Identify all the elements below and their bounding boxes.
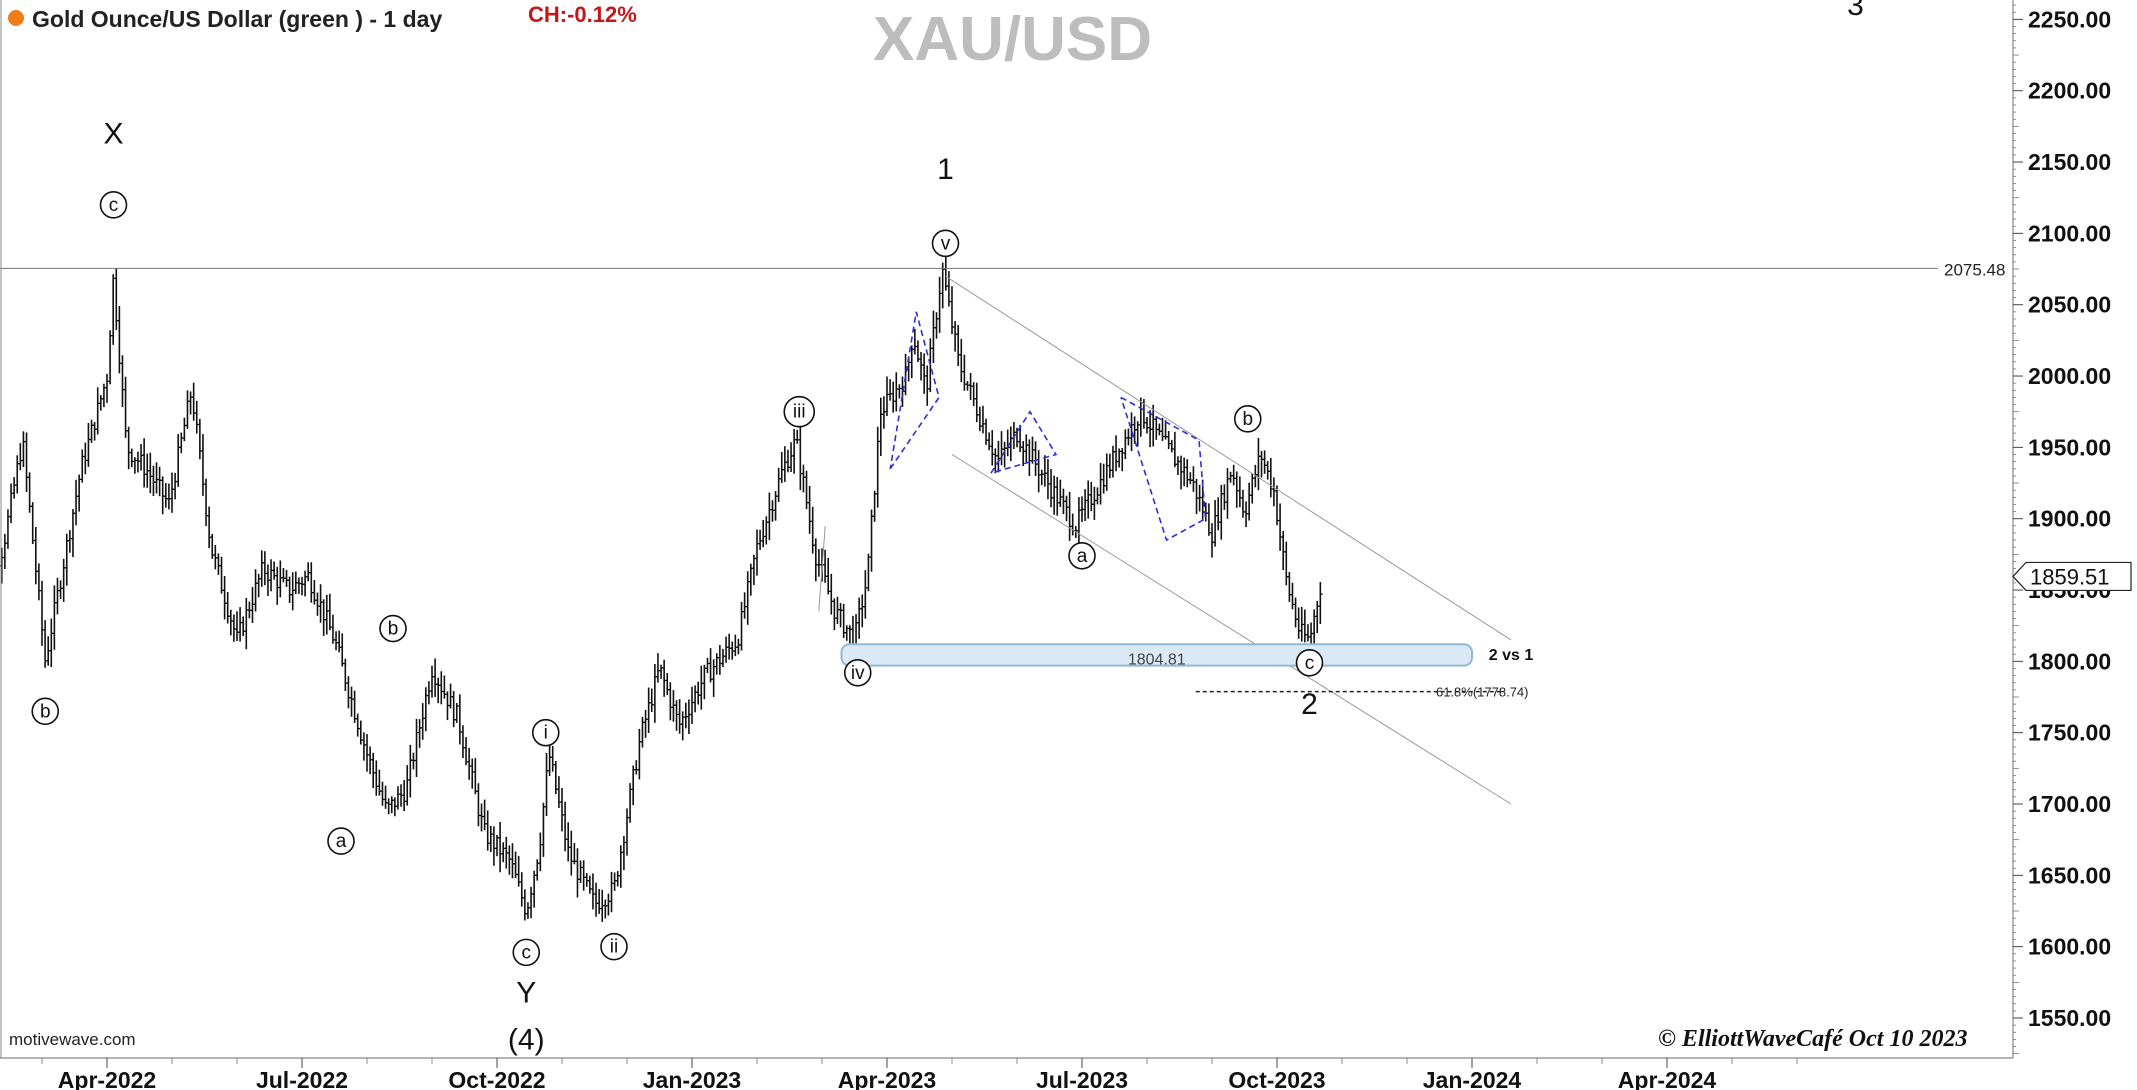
instrument-header: Gold Ounce/US Dollar (green ) - 1 day (8, 6, 442, 33)
y-tick-label: 2100.00 (2028, 220, 2111, 246)
wave-label-text: Y (516, 976, 536, 1009)
x-tick-label: Jan-2023 (643, 1067, 741, 1090)
y-tick-label: 1900.00 (2028, 506, 2111, 532)
wave-label-circle (783, 395, 816, 428)
wave-label-circle (31, 697, 60, 726)
x-tick-label: Jul-2023 (1036, 1067, 1128, 1090)
x-tick-label: Apr-2022 (58, 1067, 156, 1090)
wave-label-text: iv (851, 663, 865, 684)
x-tick-label: Oct-2022 (448, 1067, 545, 1090)
wave-label-text: 1 (937, 153, 954, 186)
instrument-title: Gold Ounce/US Dollar (green ) - 1 day (32, 6, 443, 32)
wave-label-circle (99, 191, 128, 219)
ohlc-bars (0, 254, 1323, 922)
y-tick-label: 1700.00 (2028, 791, 2111, 817)
y-tick-label: 2250.00 (2028, 6, 2111, 32)
wave-label-circle (1233, 405, 1262, 433)
wave-label-circle (1295, 648, 1324, 677)
wave-label-circle (512, 938, 541, 967)
wave-label-circle (843, 658, 872, 687)
wave-label-text: X (103, 118, 123, 151)
channel-upper-line (945, 275, 1512, 641)
last-price-tag (2012, 561, 2132, 592)
wave-label-text: a (1077, 546, 1088, 567)
x-tick-label: Jan-2024 (1423, 1067, 1522, 1090)
wave-label-circle (327, 827, 355, 855)
wave-label-circle (931, 229, 960, 258)
wave-label-text: (4) (508, 1023, 545, 1056)
wave-label-text: b (40, 701, 51, 722)
y-tick-label: 2200.00 (2028, 78, 2111, 104)
last-price-label: 1859.51 (2030, 564, 2110, 589)
wave-label-text: v (941, 233, 951, 254)
support-zone-label: 1804.81 (1128, 652, 1186, 669)
y-tick-label: 1550.00 (2028, 1005, 2111, 1031)
y-tick-label: 1650.00 (2028, 862, 2111, 888)
horizontal-line-label: 2075.48 (1944, 260, 2005, 279)
y-tick-label: 1800.00 (2028, 648, 2111, 674)
y-tick-label: 2150.00 (2028, 149, 2111, 175)
wave-label-text: iii (793, 402, 806, 423)
copyright-note: © ElliottWaveCafé Oct 10 2023 (1658, 1026, 1968, 1052)
x-tick-label: Oct-2023 (1228, 1067, 1325, 1090)
wave-label-text: c (109, 195, 119, 216)
symbol-watermark: XAU/USD (873, 5, 1153, 74)
change-percent: CH:-0.12% (528, 2, 637, 27)
wave-label-text: c (1305, 653, 1315, 674)
wave-label-text: 2 (1301, 688, 1318, 721)
y-tick-label: 1750.00 (2028, 720, 2111, 746)
triangle-pattern (1120, 396, 1207, 542)
source-credit: motivewave.com (9, 1030, 136, 1049)
y-tick-label: 2000.00 (2028, 363, 2111, 389)
wave-label-text: b (388, 619, 399, 640)
status-dot-icon (8, 10, 24, 26)
trend-line-short (818, 525, 826, 612)
wave-label-text: a (336, 831, 347, 852)
y-tick-label: 1600.00 (2028, 934, 2111, 960)
x-tick-label: Apr-2024 (1618, 1067, 1717, 1090)
wave-label-circle (600, 932, 628, 961)
fib-level-label: 61.8%(1778.74) (1436, 685, 1529, 700)
wave-label-text: b (1242, 409, 1253, 430)
y-tick-label: 1950.00 (2028, 434, 2111, 460)
channel-lower-line (951, 454, 1512, 805)
wave-label-text: c (522, 942, 532, 963)
y-tick-label: 2050.00 (2028, 292, 2111, 318)
note-label: 2 vs 1 (1489, 647, 1534, 664)
x-tick-label: Jul-2022 (256, 1067, 348, 1090)
wave-label-text: ii (610, 937, 618, 958)
wave-label-circle (379, 614, 407, 643)
chart-overlays: 2075.48 1804.81 61.8%(1778.74) 2 vs 1 (0, 260, 2005, 805)
wave-label-text: i (544, 723, 548, 744)
wave-label-circle (531, 718, 560, 747)
wave-label-circle (1068, 541, 1096, 570)
triangle-pattern (889, 311, 940, 470)
wave-label-text: 3 (1847, 0, 1864, 22)
x-tick-label: Apr-2023 (838, 1067, 936, 1090)
